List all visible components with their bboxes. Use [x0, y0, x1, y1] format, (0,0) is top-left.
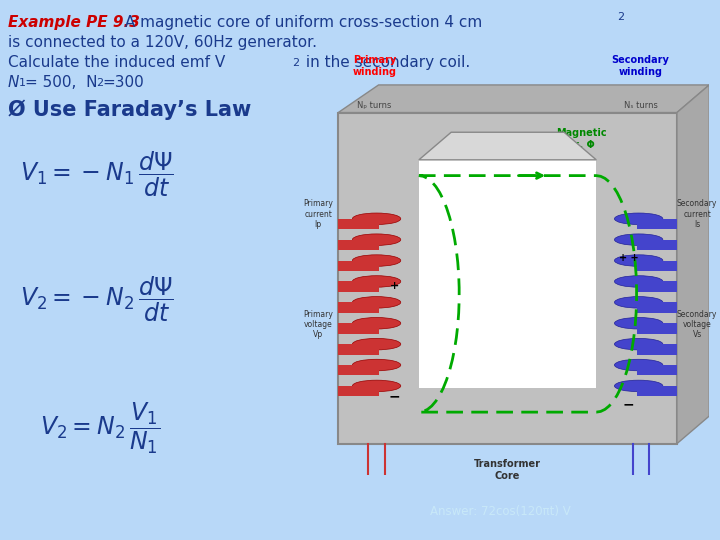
Ellipse shape [352, 296, 401, 308]
Text: =300: =300 [102, 75, 144, 90]
Text: 2: 2 [292, 58, 299, 68]
Text: Example PE 9.3: Example PE 9.3 [8, 15, 140, 30]
Bar [338, 323, 379, 334]
Text: is connected to a 120V, 60Hz generator.: is connected to a 120V, 60Hz generator. [8, 35, 317, 50]
Ellipse shape [352, 359, 401, 371]
Bar [338, 386, 379, 396]
Text: Answer: 72cos(120πt) V: Answer: 72cos(120πt) V [430, 505, 571, 518]
Bar [338, 261, 379, 271]
Text: 1: 1 [19, 78, 26, 88]
Text: Primary
voltage
Vp: Primary voltage Vp [303, 309, 333, 340]
Ellipse shape [614, 255, 663, 266]
Bar [636, 344, 677, 355]
Bar [338, 344, 379, 355]
Text: $V_2 = -N_2\,\dfrac{d\Psi}{dt}$: $V_2 = -N_2\,\dfrac{d\Psi}{dt}$ [20, 275, 174, 325]
Ellipse shape [352, 234, 401, 245]
Bar [636, 240, 677, 250]
Ellipse shape [614, 234, 663, 245]
Ellipse shape [614, 276, 663, 287]
Text: A magnetic core of uniform cross-section 4 cm: A magnetic core of uniform cross-section… [120, 15, 482, 30]
Ellipse shape [614, 380, 663, 392]
Bar [636, 219, 677, 229]
Ellipse shape [352, 276, 401, 287]
Bar [338, 365, 379, 375]
Ellipse shape [352, 318, 401, 329]
Text: +: + [390, 281, 400, 291]
Text: −: − [389, 389, 400, 403]
Bar [419, 160, 596, 388]
Text: Secondary
winding: Secondary winding [612, 56, 670, 77]
Ellipse shape [614, 296, 663, 308]
Text: + +: + + [618, 253, 639, 264]
FancyBboxPatch shape [338, 112, 677, 444]
Bar [636, 281, 677, 292]
Ellipse shape [614, 318, 663, 329]
Text: Secondary
voltage
Vs: Secondary voltage Vs [677, 309, 717, 340]
Text: Ø Use Faraday’s Law: Ø Use Faraday’s Law [8, 100, 251, 120]
Bar [338, 219, 379, 229]
Bar [636, 365, 677, 375]
Text: Transformer
Core: Transformer Core [474, 460, 541, 481]
Text: −: − [623, 397, 634, 411]
Text: Nₚ turns: Nₚ turns [357, 100, 392, 110]
Text: N: N [8, 75, 19, 90]
Bar [636, 323, 677, 334]
Bar [338, 281, 379, 292]
Text: $V_1 = -N_1\,\dfrac{d\Psi}{dt}$: $V_1 = -N_1\,\dfrac{d\Psi}{dt}$ [20, 150, 174, 199]
Ellipse shape [352, 255, 401, 266]
Bar [338, 302, 379, 313]
Ellipse shape [352, 339, 401, 350]
Polygon shape [338, 85, 709, 112]
Bar [338, 240, 379, 250]
Text: Nₛ turns: Nₛ turns [624, 100, 657, 110]
Ellipse shape [614, 359, 663, 371]
Ellipse shape [614, 213, 663, 225]
Bar [636, 302, 677, 313]
Text: $V_2 = N_2\,\dfrac{V_1}{N_1}$: $V_2 = N_2\,\dfrac{V_1}{N_1}$ [40, 400, 160, 456]
Text: Primary
current
Ip: Primary current Ip [303, 199, 333, 229]
Text: 2: 2 [96, 78, 103, 88]
Polygon shape [677, 85, 709, 444]
Text: in the secondary coil.: in the secondary coil. [301, 55, 470, 70]
Ellipse shape [352, 213, 401, 225]
Ellipse shape [614, 339, 663, 350]
Text: Magnetic
Flux, Φ: Magnetic Flux, Φ [556, 129, 607, 150]
Text: Secondary
current
Is: Secondary current Is [677, 199, 717, 229]
Text: Calculate the induced emf V: Calculate the induced emf V [8, 55, 225, 70]
Bar [636, 261, 677, 271]
Polygon shape [419, 132, 596, 160]
Text: = 500,  N: = 500, N [25, 75, 97, 90]
Text: 2: 2 [617, 12, 624, 22]
Bar [636, 386, 677, 396]
Ellipse shape [352, 380, 401, 392]
Text: Primary
winding: Primary winding [353, 56, 397, 77]
